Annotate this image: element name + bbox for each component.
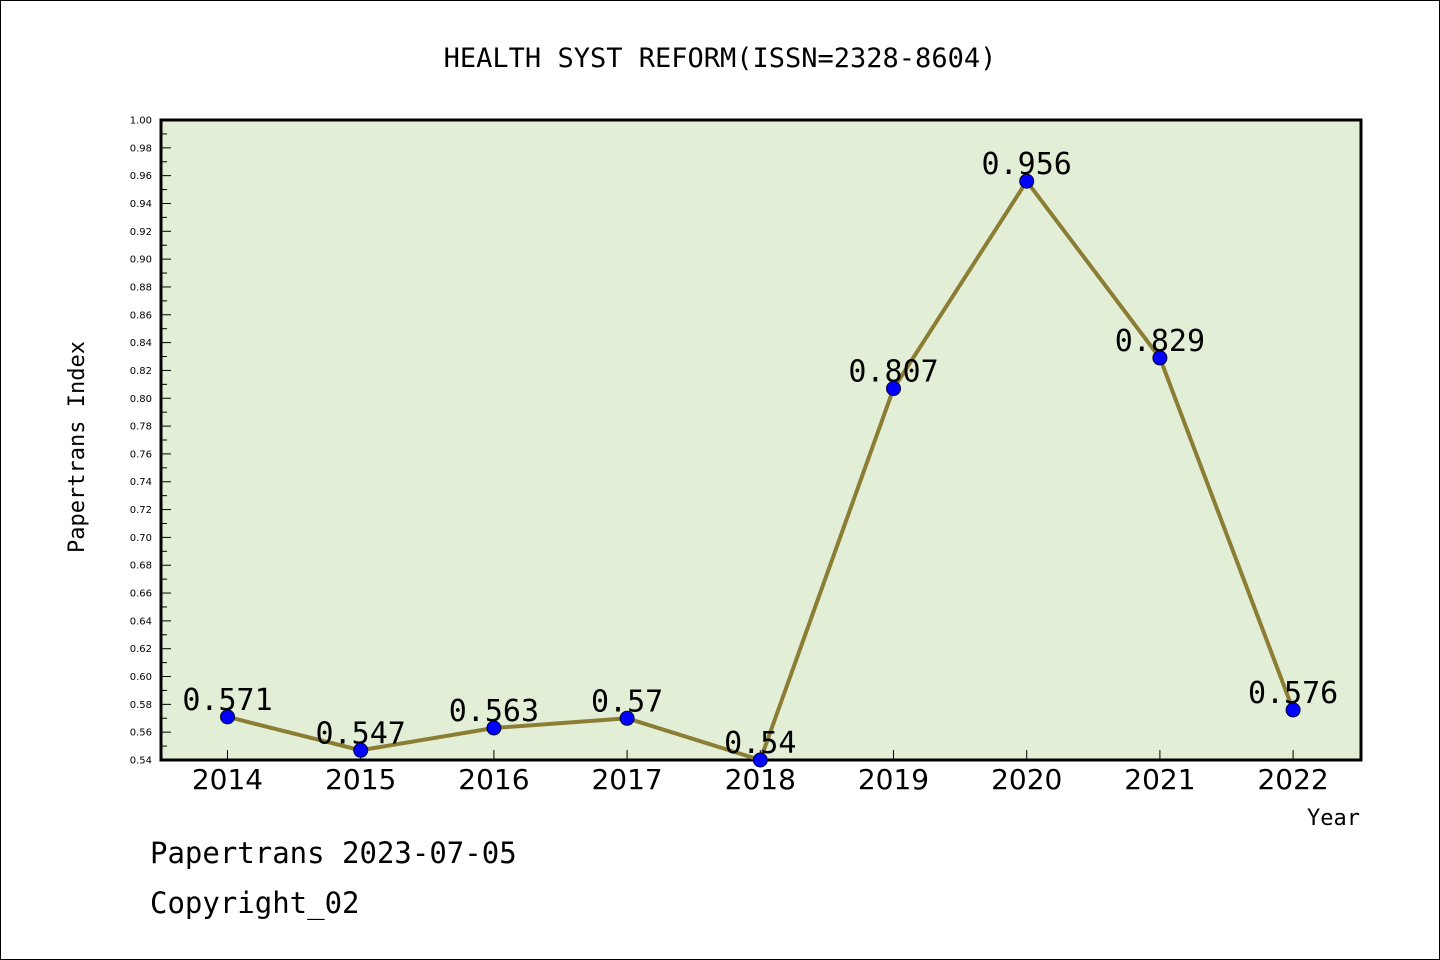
x-tick-label: 2018 [725,763,796,796]
y-tick-label: 0.90 [130,255,152,266]
data-label: 0.547 [316,716,406,751]
data-label: 0.807 [848,355,938,390]
plot-area [159,118,1363,762]
footer-copyright-line: Copyright_02 [150,886,360,920]
y-tick-label: 0.74 [130,477,152,488]
y-tick-label: 0.60 [130,672,152,683]
y-tick-label: 0.84 [130,338,152,349]
data-point [886,381,901,397]
x-axis: 2014 2015 2016 2017 2018 2019 2020 2021 2022 [192,750,1329,796]
y-tick-label: 0.72 [130,505,152,516]
series-layer: 0.571 0.547 0.563 0.57 0.54 0.807 0.956 0.829 0.… [182,147,1338,768]
data-label: 0.563 [449,694,539,729]
y-tick-label: 0.66 [130,589,152,600]
y-tick-label: 0.94 [130,199,152,210]
y-tick-label: 0.78 [130,422,152,433]
chart-title: HEALTH SYST REFORM(ISSN=2328-8604) [444,43,997,74]
y-tick-label: 0.88 [130,282,152,293]
y-tick-label: 0.82 [130,366,152,377]
y-tick-label: 0.80 [130,394,152,405]
data-label: 0.576 [1248,676,1338,711]
x-tick-label: 2015 [325,763,396,796]
y-tick-label: 0.64 [130,616,152,627]
y-tick-label: 0.92 [130,227,152,238]
footer: Papertrans 2023-07-05 Copyright_02 [150,832,517,932]
x-tick-label: 2019 [858,763,929,796]
y-tick-label: 0.98 [130,143,152,154]
y-tick-label: 1.00 [130,116,152,127]
data-point [1019,173,1035,189]
x-tick-label: 2017 [591,763,662,796]
y-tick-label: 0.70 [130,533,152,544]
y-tick-label: 0.68 [130,561,152,572]
data-point [752,752,768,768]
x-tick-label: 2016 [458,763,529,796]
x-tick-label: 2022 [1257,763,1328,796]
data-label: 0.956 [982,147,1072,182]
footer-date-line: Papertrans 2023-07-05 [150,836,517,870]
y-axis-title: Papertrans Index [65,341,90,553]
y-tick-label: 0.54 [130,756,152,767]
data-point [1285,702,1301,718]
data-label: 0.54 [724,726,796,761]
x-tick-label: 2014 [192,763,263,796]
x-tick-label: 2021 [1124,763,1195,796]
x-tick-label: 2020 [991,763,1062,796]
y-tick-label: 0.96 [130,171,152,182]
y-tick-label: 0.86 [130,310,152,321]
data-label: 0.829 [1115,324,1205,359]
data-point [220,709,235,725]
data-point [353,742,369,758]
y-tick-label: 0.76 [130,449,152,460]
data-point [619,710,635,726]
x-axis-title: Year [1307,806,1360,831]
y-tick-label: 0.56 [130,728,152,739]
data-point [486,720,502,736]
data-point [1152,350,1168,366]
data-label: 0.571 [182,683,272,718]
y-tick-label: 0.62 [130,644,152,655]
data-label: 0.57 [591,684,663,719]
y-axis: 0.54 0.56 0.58 0.60 0.62 0.64 0.66 0.68 0.70 0.72… [130,116,171,767]
y-tick-label: 0.58 [130,700,152,711]
